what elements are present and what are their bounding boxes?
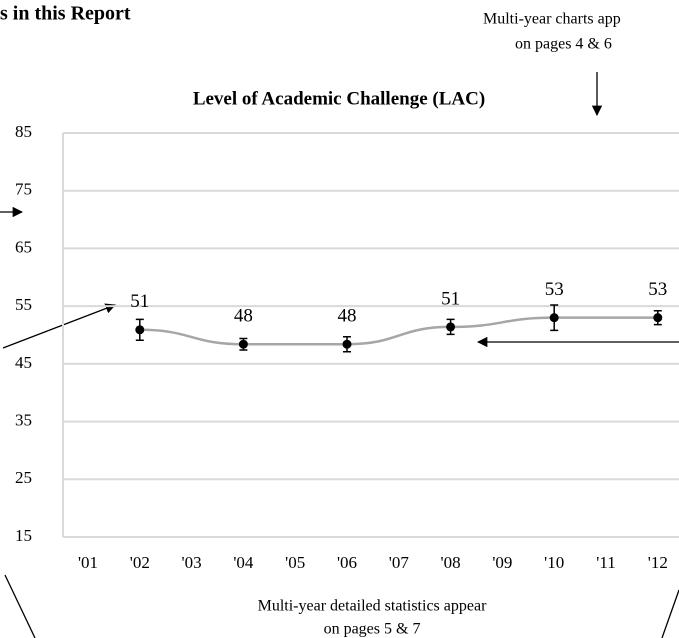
x-tick-label: '08	[441, 553, 461, 572]
x-tick-label: '12	[648, 553, 668, 572]
x-tick-label: '11	[596, 553, 615, 572]
x-tick-label: '07	[389, 553, 410, 572]
chart-title: Level of Academic Challenge (LAC)	[193, 88, 485, 109]
y-tick-label: 45	[15, 353, 32, 372]
y-tick-label: 35	[15, 410, 32, 429]
x-tick-label: '05	[285, 553, 305, 572]
data-label: 48	[234, 306, 253, 327]
x-tick-label: '06	[337, 553, 357, 572]
data-label: 51	[130, 291, 149, 312]
x-tick-label: '10	[544, 553, 564, 572]
y-tick-label: 25	[15, 468, 32, 487]
plot: 15 25 35 45 55 65 75 85 '01 '02 '03 '04 '05 '06 '07 '08…	[15, 122, 679, 572]
point	[446, 322, 456, 332]
x-tick-label: '04	[233, 553, 254, 572]
line-segment	[139, 328, 244, 346]
point	[549, 313, 559, 323]
point	[135, 325, 145, 335]
annotation-arrows	[0, 72, 679, 638]
x-tick-label: '01	[78, 553, 98, 572]
x-tick-label: '02	[130, 553, 150, 572]
y-tick-label: 85	[15, 122, 32, 141]
point	[653, 313, 663, 323]
callout-line	[661, 589, 679, 638]
y-tick-label: 15	[15, 526, 32, 545]
line-segment	[346, 325, 451, 346]
note: on pages 5 & 7	[324, 621, 421, 638]
y-tick-label: 75	[15, 180, 32, 199]
section-header: s in this Report	[0, 3, 131, 25]
data-label: 53	[545, 279, 564, 300]
point	[238, 339, 248, 349]
y-tick-label: 65	[15, 237, 32, 256]
arrow	[2, 303, 116, 349]
line-segment	[450, 316, 555, 329]
x-tick-label: '09	[492, 553, 512, 572]
y-tick-label: 55	[15, 295, 32, 314]
point	[342, 339, 352, 349]
note: Multi-year detailed statistics appear	[258, 598, 487, 615]
note: on pages 4 & 6	[515, 36, 612, 53]
data-label: 48	[338, 306, 357, 327]
data-label: 53	[648, 279, 667, 300]
x-tick-label: '03	[182, 553, 202, 572]
data-label: 51	[441, 288, 460, 309]
callout-line	[4, 574, 36, 638]
note: Multi-year charts app	[483, 11, 621, 28]
